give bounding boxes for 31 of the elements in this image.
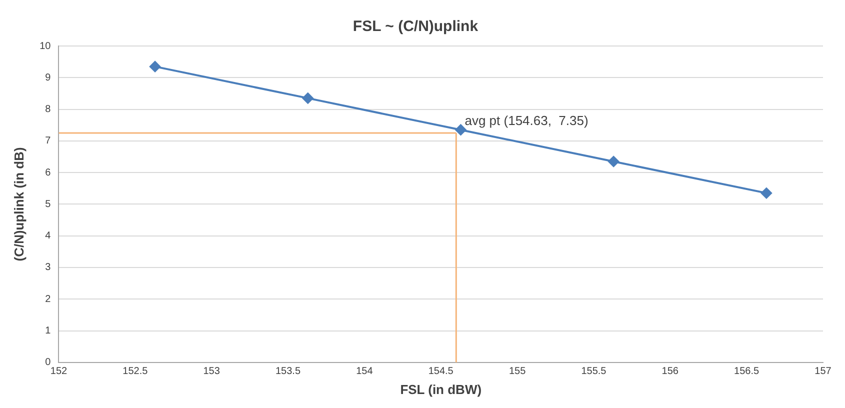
y-tick-label: 6 bbox=[45, 167, 52, 178]
annotation: avg pt (154.63, 7.35) bbox=[464, 112, 588, 128]
y-tick-label: 9 bbox=[45, 72, 52, 84]
y-tick-label: 7 bbox=[45, 136, 52, 147]
y-axis-title: (C/N)uplink (in dB) bbox=[11, 147, 26, 262]
y-tick-label: 8 bbox=[45, 104, 52, 116]
x-tick-label: 154.5 bbox=[428, 366, 454, 378]
x-tick-label: 157 bbox=[814, 366, 832, 378]
x-tick-label: 152 bbox=[50, 366, 68, 378]
y-tick-label: 10 bbox=[40, 40, 52, 52]
x-tick-label: 156 bbox=[662, 366, 679, 378]
x-tick-label: 155.5 bbox=[581, 366, 607, 378]
y-tick-label: 3 bbox=[45, 262, 52, 274]
point bbox=[455, 124, 466, 136]
x-tick-label: 155 bbox=[508, 366, 526, 378]
x-axis-title: FSL (in dBW) bbox=[400, 382, 482, 397]
y-tick-label: 5 bbox=[45, 198, 52, 210]
x-tick-label: 156.5 bbox=[734, 366, 760, 378]
point bbox=[302, 92, 314, 104]
point bbox=[608, 156, 620, 167]
x-tick-label: 153 bbox=[203, 366, 220, 378]
y-tick-label: 1 bbox=[45, 326, 52, 337]
x-tick-label: 152.5 bbox=[122, 366, 148, 378]
y-tick-label: 0 bbox=[45, 357, 52, 368]
chart-title: FSL ~ (C/N)uplink bbox=[352, 18, 479, 36]
x-tick-label: 154 bbox=[356, 366, 374, 378]
point bbox=[760, 188, 772, 199]
y-tick-label: 4 bbox=[45, 230, 52, 242]
point bbox=[150, 61, 161, 72]
y-tick-label: 2 bbox=[45, 294, 52, 305]
x-tick-label: 153.5 bbox=[275, 366, 301, 378]
